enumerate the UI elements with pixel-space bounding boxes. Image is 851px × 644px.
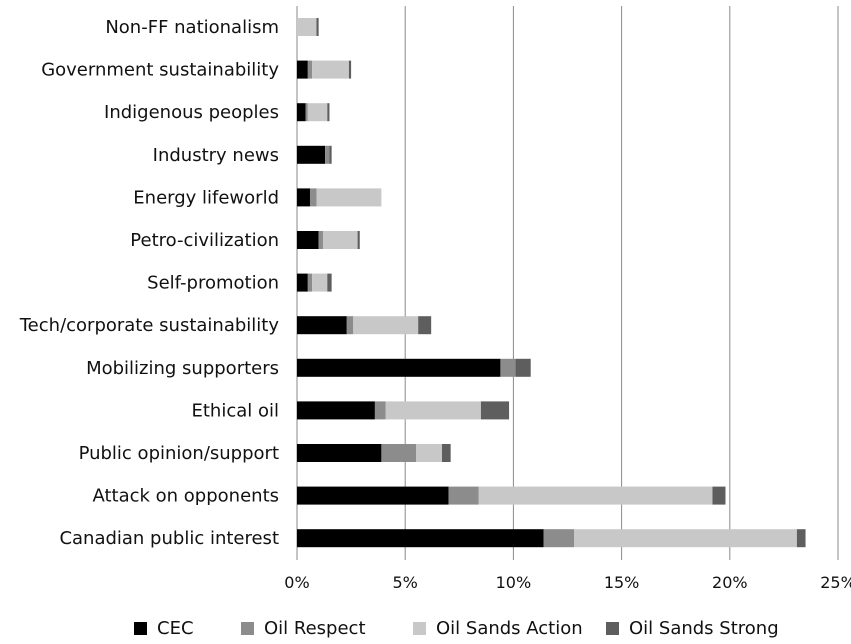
category-label: Industry news — [153, 145, 279, 166]
bar-segment — [543, 529, 574, 548]
bar-segment — [573, 529, 797, 548]
legend-swatch — [606, 622, 619, 635]
bar-segment — [441, 444, 451, 462]
bar-segment — [325, 145, 330, 164]
bar-segment — [346, 316, 354, 335]
bar-segment — [309, 188, 317, 207]
bar-segment — [297, 316, 347, 335]
x-tick-label: 15% — [604, 573, 640, 592]
bar-segment — [316, 18, 319, 36]
legend: CEC Oil Respect Oil Sands Action Oil Sands … — [134, 618, 779, 639]
x-tick-labels: 0% 5% 10% 15% 20% 25% — [284, 573, 851, 592]
bar-segment — [297, 486, 449, 505]
legend-swatch — [413, 622, 426, 635]
category-label: Attack on opponents — [92, 486, 279, 507]
legend-label: Oil Sands Action — [436, 618, 583, 639]
bar-segment — [385, 401, 481, 420]
x-tick-label: 10% — [496, 573, 532, 592]
category-label: Canadian public interest — [59, 528, 279, 549]
bar-segment — [327, 273, 332, 292]
bar-segment — [478, 486, 713, 505]
bar-segment — [416, 444, 442, 462]
bar-segment — [316, 188, 382, 207]
category-label: Energy lifeworld — [133, 187, 279, 208]
category-label: Indigenous peoples — [104, 102, 279, 123]
category-label: Self-promotion — [147, 273, 279, 294]
legend-swatch — [134, 622, 147, 635]
bar-segment — [307, 103, 328, 122]
bar-segment — [297, 60, 308, 79]
bar-segment — [297, 231, 319, 249]
bar-segment — [329, 145, 332, 164]
category-labels: Non-FF nationalism Government sustainabil… — [19, 17, 280, 549]
bar-segment — [297, 358, 501, 377]
bar-segment — [796, 529, 806, 548]
bar-segment — [312, 60, 349, 79]
bar-segment — [353, 316, 419, 335]
x-tick-label: 20% — [712, 573, 748, 592]
bar-segment — [448, 486, 479, 505]
category-label: Government sustainability — [41, 60, 279, 81]
category-label: Mobilizing supporters — [86, 358, 279, 379]
legend-label: Oil Sands Strong — [629, 618, 779, 639]
bar-segment — [297, 18, 317, 36]
x-tick-label: 25% — [820, 573, 851, 592]
bar-segment — [297, 103, 306, 122]
bar-segment — [297, 444, 382, 462]
bar-segment — [500, 358, 516, 377]
category-label: Public opinion/support — [79, 443, 279, 464]
bar-segment — [322, 231, 358, 249]
bar-segment — [297, 529, 544, 548]
bar-segment — [305, 103, 308, 122]
bar-segment — [297, 401, 375, 420]
bar-segment — [480, 401, 510, 420]
gridlines — [296, 6, 839, 560]
bars — [297, 18, 806, 548]
bar-segment — [307, 273, 313, 292]
category-label: Non-FF nationalism — [105, 17, 279, 38]
bar-segment — [348, 60, 352, 79]
legend-swatch — [241, 622, 254, 635]
legend-label: CEC — [157, 618, 194, 639]
bar-segment — [307, 60, 313, 79]
bar-segment — [297, 273, 308, 292]
bar-segment — [318, 231, 323, 249]
x-tick-label: 0% — [284, 573, 309, 592]
bar-segment — [515, 358, 531, 377]
bar-segment — [418, 316, 432, 335]
bar-segment — [712, 486, 726, 505]
bar-segment — [357, 231, 360, 249]
bar-segment — [312, 273, 328, 292]
bar-segment — [327, 103, 330, 122]
bar-segment — [381, 444, 417, 462]
category-label: Petro-civilization — [130, 230, 279, 251]
x-tick-label: 5% — [393, 573, 418, 592]
legend-label: Oil Respect — [264, 618, 366, 639]
bar-segment — [297, 188, 310, 207]
bar-segment — [374, 401, 386, 420]
category-label: Ethical oil — [191, 400, 279, 421]
bar-segment — [297, 145, 326, 164]
category-label: Tech/corporate sustainability — [19, 315, 280, 336]
